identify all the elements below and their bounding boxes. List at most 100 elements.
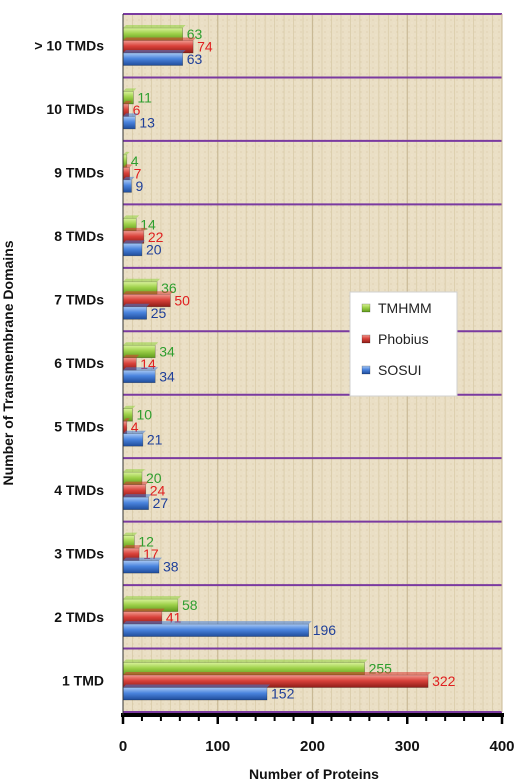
bar-top-face [123, 481, 149, 485]
data-label: 152 [271, 686, 295, 702]
data-label: 7 [134, 165, 142, 181]
legend-label: TMHMM [378, 300, 432, 316]
bar-top-face [123, 621, 312, 625]
bar-top-face [123, 532, 138, 536]
legend-label: SOSUI [378, 362, 422, 378]
category-label: 6 TMDs [54, 355, 104, 371]
category-label: 4 TMDs [54, 482, 104, 498]
x-tick-label: 200 [300, 738, 325, 755]
bar-top-face [123, 215, 140, 219]
data-label: 4 [131, 419, 139, 435]
category-label: 8 TMDs [54, 228, 104, 244]
data-label: 13 [139, 114, 155, 130]
data-label: 50 [174, 292, 190, 308]
category-label: 9 TMDs [54, 165, 104, 181]
bar-sosui [122, 623, 310, 637]
category-label: 10 TMDs [46, 101, 104, 117]
bar-top-face [123, 164, 133, 168]
bar-top-face [123, 176, 135, 180]
data-label: 9 [136, 178, 144, 194]
bar-top-face [123, 278, 161, 282]
data-label: 38 [163, 559, 179, 575]
bar-sosui [122, 496, 149, 510]
category-label: 3 TMDs [54, 545, 104, 561]
data-label: 20 [146, 470, 162, 486]
bar-top-face [123, 113, 139, 117]
legend: TMHMM Phobius SOSUI [349, 291, 458, 397]
bar-sosui [122, 560, 160, 574]
data-label: 196 [313, 622, 337, 638]
bar-top-face [123, 469, 145, 473]
data-label: 322 [432, 673, 456, 689]
x-tick-label: 400 [489, 738, 514, 755]
data-label: 63 [187, 51, 203, 67]
bar-top-face [123, 659, 368, 663]
bar-sosui [122, 179, 132, 193]
bar-top-face [123, 49, 186, 53]
category-label: 7 TMDs [54, 292, 104, 308]
bar-top-face [123, 596, 181, 600]
bar-top-face [123, 494, 152, 498]
bar-sosui [122, 306, 147, 320]
legend-label: Phobius [378, 331, 429, 347]
bar-top-face [123, 37, 197, 41]
bar-sosui [122, 687, 268, 701]
bar-top-face [123, 227, 147, 231]
data-label: 11 [137, 89, 152, 105]
bar-top-face [123, 557, 163, 561]
bar-top-face [123, 24, 186, 28]
data-label: 34 [159, 343, 175, 359]
bar-sosui [122, 116, 136, 130]
data-label: 20 [146, 241, 162, 257]
data-label: 22 [148, 229, 164, 245]
bar-top-face [123, 672, 432, 676]
bar-top-face [123, 291, 174, 295]
bar-top-face [123, 430, 146, 434]
bars-group: 2553221525841196121738202427104213414343… [122, 24, 456, 702]
bar-top-face [123, 684, 271, 688]
bar-sosui [122, 433, 144, 447]
x-axis: 0 100 200 300 400 [119, 14, 515, 755]
data-label: 27 [153, 495, 169, 511]
data-label: 34 [159, 368, 175, 384]
x-tick-label: 0 [119, 738, 127, 755]
category-labels: 1 TMD 2 TMDs 3 TMDs 4 TMDs 5 TMDs 6 TMDs 7 TMD… [34, 38, 104, 689]
legend-swatch [361, 334, 371, 344]
data-label: 74 [197, 38, 213, 54]
gridlines [123, 13, 503, 713]
x-tick-label: 300 [395, 738, 420, 755]
bar-top-face [123, 354, 140, 358]
data-label: 4 [131, 153, 139, 169]
legend-swatch [361, 303, 371, 313]
bar-top-face [123, 151, 130, 155]
bar-top-face [123, 100, 132, 104]
data-label: 24 [150, 483, 166, 499]
bar-top-face [123, 367, 159, 371]
bar-top-face [123, 342, 159, 346]
data-label: 12 [138, 534, 154, 550]
category-label: 1 TMD [62, 672, 104, 688]
legend-swatch [361, 365, 371, 375]
data-label: 21 [147, 432, 163, 448]
category-label: 2 TMDs [54, 609, 104, 625]
bar-top-face [123, 608, 165, 612]
category-label: > 10 TMDs [34, 38, 104, 54]
data-label: 6 [133, 102, 141, 118]
bar-top-face [123, 418, 130, 422]
x-tick-label: 100 [205, 738, 230, 755]
data-label: 58 [182, 597, 198, 613]
bar-sosui [122, 369, 156, 384]
bar-top-face [123, 240, 145, 244]
data-label: 10 [136, 407, 152, 423]
x-axis-title: Number of Proteins [249, 766, 379, 782]
y-axis-title: Number of Transmembrane Domains [0, 240, 16, 485]
bar-top-face [123, 88, 137, 92]
bar-top-face [123, 405, 136, 409]
category-label: 5 TMDs [54, 418, 104, 434]
bar-sosui [122, 52, 183, 66]
data-label: 25 [151, 305, 167, 321]
bar-top-face [123, 303, 150, 307]
bar-sosui [122, 243, 143, 257]
bar-top-face [123, 545, 143, 549]
